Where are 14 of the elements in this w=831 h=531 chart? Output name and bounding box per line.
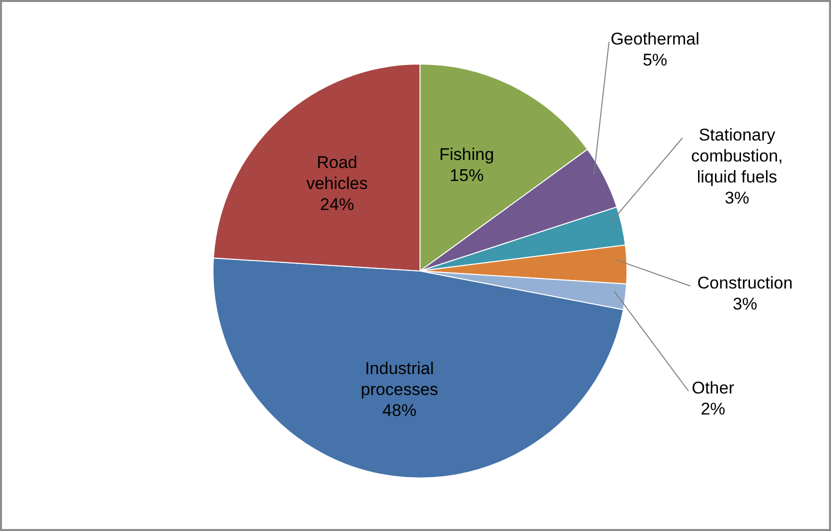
slice-label: Geothermal: [610, 29, 700, 48]
data-label: 24%: [320, 194, 354, 214]
slice-label: Industrial processes: [360, 358, 438, 399]
slice-label: Stationary combustion, liquid fuels: [691, 125, 783, 186]
slice-label: Fishing: [439, 144, 494, 164]
data-label: 5%: [642, 50, 668, 69]
slice-label: Other: [692, 378, 735, 397]
data-label: 15%: [450, 166, 484, 185]
slice-label: Road vehicles: [306, 152, 368, 193]
data-label: 2%: [700, 399, 726, 418]
slice-label: Construction: [697, 273, 793, 292]
data-label: 3%: [732, 294, 758, 313]
data-label: 3%: [724, 188, 750, 207]
data-label: 48%: [382, 400, 416, 420]
